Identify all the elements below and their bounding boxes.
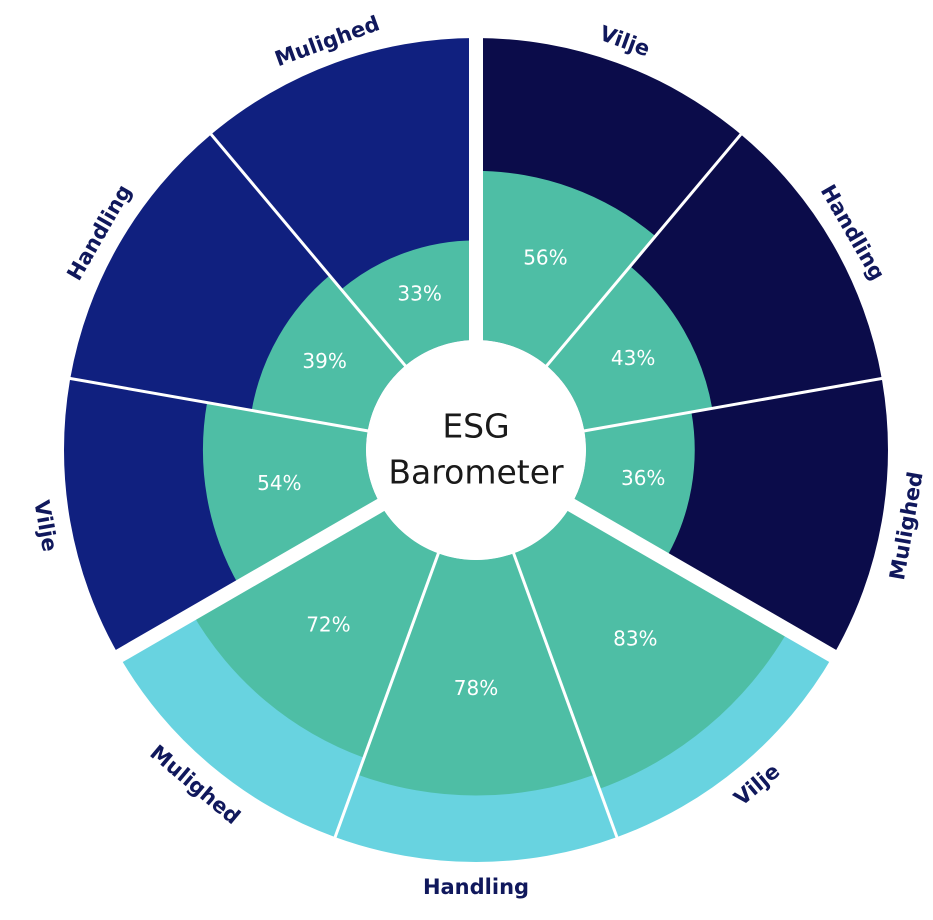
bar: [513, 505, 789, 789]
value-label: 43%: [611, 346, 655, 370]
bar: [251, 275, 406, 431]
value-label: 36%: [621, 466, 665, 490]
separator: [331, 548, 442, 843]
value-label: 56%: [523, 246, 567, 270]
value-label: 54%: [257, 471, 301, 495]
bar: [341, 240, 476, 366]
bar: [546, 266, 713, 431]
category-label: Mulighed: [885, 470, 928, 582]
chart-title: Barometer: [388, 453, 564, 492]
category-label: Vilje: [596, 21, 653, 61]
value-label: 72%: [306, 612, 350, 636]
value-label: 83%: [613, 626, 657, 650]
category-label: Handling: [423, 875, 529, 899]
separator: [510, 548, 621, 843]
center-hole: [366, 340, 586, 560]
separator: [542, 129, 746, 371]
value-label: 33%: [397, 282, 441, 306]
separator: [563, 496, 841, 665]
bar: [202, 402, 381, 587]
separator: [111, 496, 389, 665]
value-label: 39%: [302, 349, 346, 373]
bar: [192, 505, 439, 758]
category-label: Vilje: [29, 498, 62, 553]
chart-title: ESG: [442, 407, 509, 446]
separator: [65, 376, 373, 434]
separator: [579, 376, 887, 434]
value-label: 78%: [454, 676, 498, 700]
separator: [206, 129, 410, 371]
bar: [476, 170, 656, 366]
